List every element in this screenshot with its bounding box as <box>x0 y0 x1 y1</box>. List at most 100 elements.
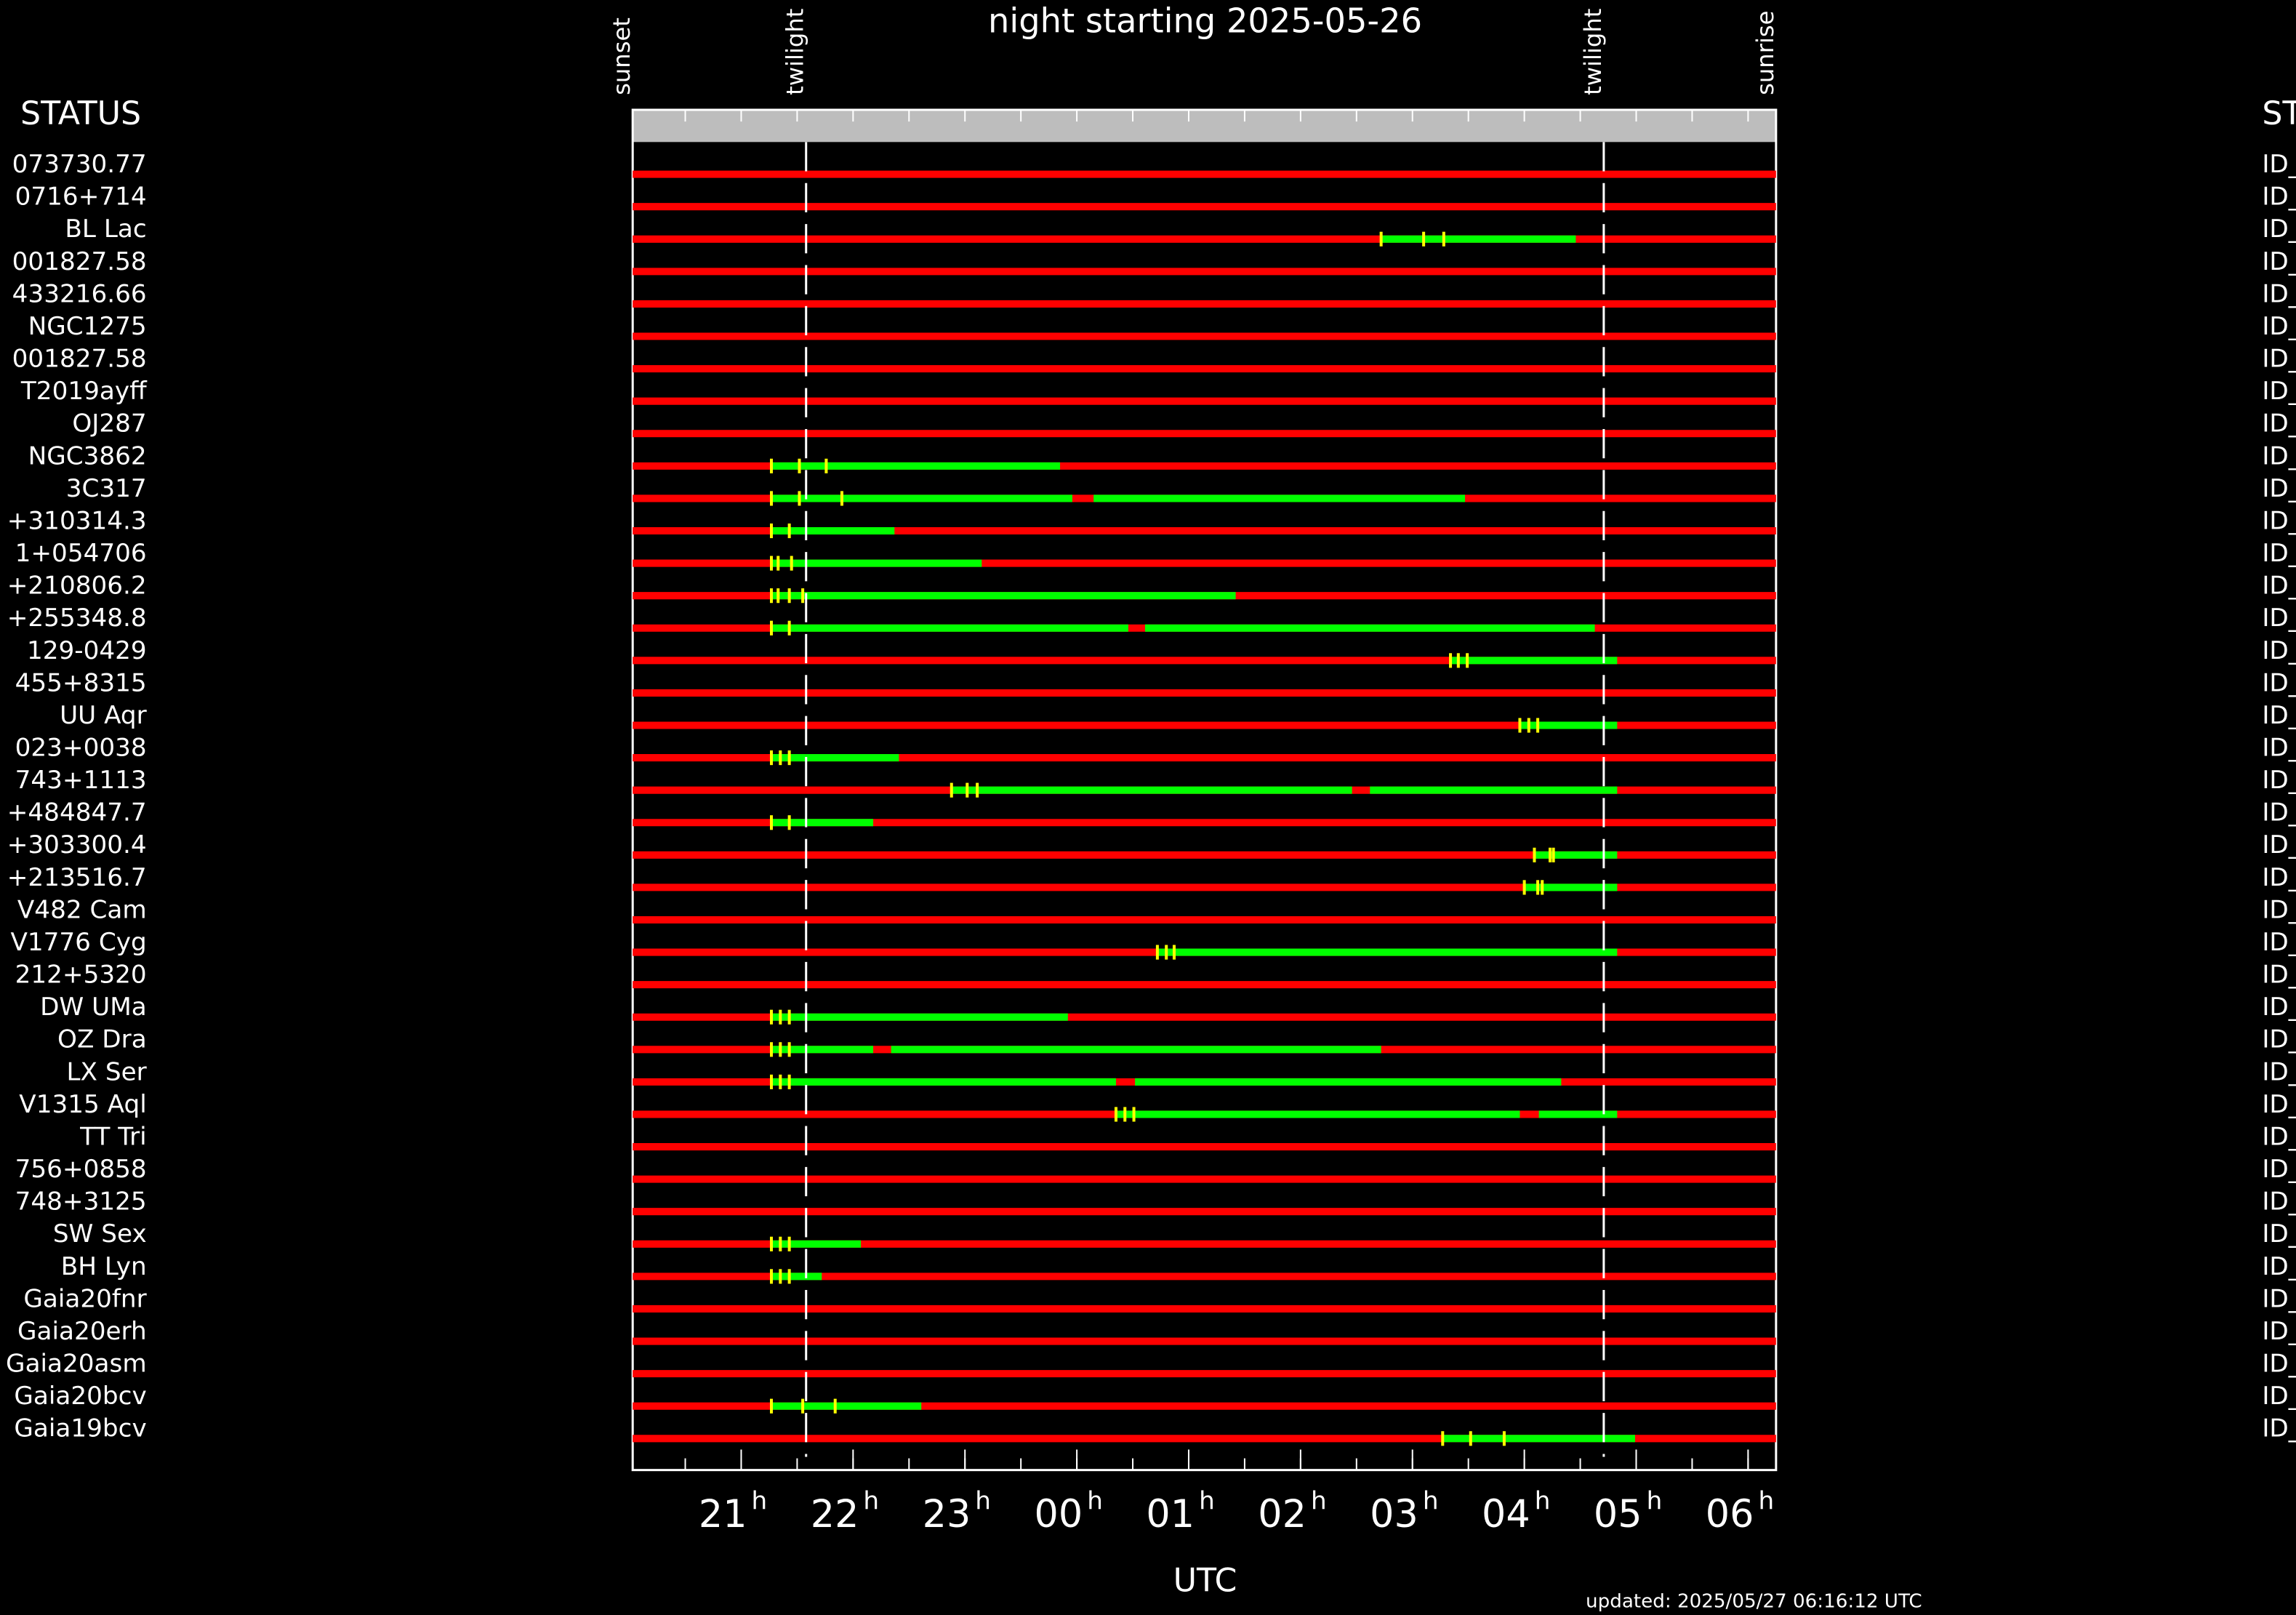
row-status: ID_ <box>2262 1025 2296 1054</box>
x-tick-label: 06 <box>1706 1492 1754 1536</box>
row-status: ID_ <box>2262 441 2296 470</box>
row-status: ID_ <box>2262 539 2296 568</box>
visibility-window <box>1144 624 1595 632</box>
row-label: +484847.7 <box>7 798 147 827</box>
row-status: ID_ <box>2262 312 2296 341</box>
row-label: V482 Cam <box>17 895 147 924</box>
row-label: LX Ser <box>66 1057 147 1086</box>
visibility-window <box>771 1013 1068 1021</box>
row-label: OJ287 <box>72 409 146 438</box>
x-tick-label: 01 <box>1146 1492 1195 1536</box>
event-label: twilight <box>1579 9 1607 95</box>
visibility-window <box>891 1046 1381 1054</box>
row-status: ID_ <box>2262 1317 2296 1346</box>
visibility-window <box>771 526 895 535</box>
visibility-window <box>1370 786 1618 794</box>
visibility-window <box>771 819 874 827</box>
visibility-window <box>771 624 1128 632</box>
row-label: +213516.7 <box>7 863 147 892</box>
row-status: ID_ <box>2262 1284 2296 1313</box>
row-status: ID_ <box>2262 506 2296 535</box>
event-label: sunrise <box>1751 11 1779 95</box>
row-label: V1315 Aql <box>19 1090 146 1119</box>
row-status: ID_ <box>2262 668 2296 697</box>
visibility-window <box>1450 657 1618 665</box>
row-label: 455+8315 <box>15 668 147 697</box>
row-label: BL Lac <box>65 215 146 244</box>
right-header: ST <box>2262 95 2296 132</box>
visibility-window <box>1135 1078 1562 1086</box>
x-tick-suffix: h <box>1423 1486 1439 1515</box>
visibility-window <box>1442 1435 1635 1443</box>
header-band <box>633 110 1776 143</box>
visibility-window <box>1538 1110 1618 1118</box>
row-status: ID_ <box>2262 377 2296 406</box>
row-label: 0716+714 <box>15 183 147 212</box>
row-label: 073730.77 <box>12 150 147 179</box>
row-status: ID_ <box>2262 279 2296 308</box>
footer: updated: 2025/05/27 06:16:12 UTC <box>1586 1590 1922 1612</box>
x-tick-suffix: h <box>863 1486 879 1515</box>
visibility-window <box>1534 851 1618 859</box>
row-label: BH Lyn <box>61 1252 147 1281</box>
row-status: ID_ <box>2262 572 2296 601</box>
x-tick-suffix: h <box>1758 1486 1774 1515</box>
row-status: ID_ <box>2262 215 2296 244</box>
x-tick-label: 21 <box>699 1492 747 1536</box>
row-status: ID_ <box>2262 701 2296 730</box>
visibility-window <box>771 1273 822 1281</box>
row-status: ID_ <box>2262 1090 2296 1119</box>
visibility-window <box>1524 883 1618 891</box>
row-label: 1+054706 <box>15 539 147 568</box>
row-status: ID_ <box>2262 830 2296 859</box>
row-status: ID_ <box>2262 150 2296 179</box>
row-label: Gaia19bcv <box>14 1414 146 1443</box>
row-label: 433216.66 <box>12 279 147 308</box>
chart-title: night starting 2025-05-26 <box>988 1 1422 41</box>
row-label: 748+3125 <box>15 1187 147 1217</box>
row-label: +255348.8 <box>7 604 147 633</box>
row-status: ID_ <box>2262 798 2296 827</box>
row-status: ID_ <box>2262 345 2296 374</box>
row-status: ID_ <box>2262 636 2296 665</box>
row-status: ID_ <box>2262 928 2296 957</box>
visibility-window <box>1520 721 1618 729</box>
row-status: ID_ <box>2262 1187 2296 1217</box>
row-status: ID_ <box>2262 993 2296 1022</box>
event-label: twilight <box>782 9 809 95</box>
x-tick-suffix: h <box>1087 1486 1103 1515</box>
visibility-window <box>771 1402 922 1410</box>
row-status: ID_ <box>2262 863 2296 892</box>
row-label: 023+0038 <box>15 733 147 762</box>
row-label: 756+0858 <box>15 1155 147 1184</box>
row-label: DW UMa <box>40 993 147 1022</box>
x-tick-suffix: h <box>975 1486 991 1515</box>
row-label: +210806.2 <box>7 572 147 601</box>
row-label: NGC3862 <box>28 441 147 470</box>
row-label: UU Aqr <box>60 701 147 730</box>
x-tick-label: 02 <box>1258 1492 1306 1536</box>
row-label: +303300.4 <box>7 830 147 859</box>
visibility-window <box>771 1240 862 1248</box>
x-tick-label: 05 <box>1594 1492 1642 1536</box>
visibility-window <box>1381 235 1576 243</box>
row-status: ID_ <box>2262 1350 2296 1379</box>
visibility-window <box>1093 494 1466 502</box>
row-label: T2019ayff <box>20 377 148 406</box>
row-label: V1776 Cyg <box>10 928 146 957</box>
visibility-window <box>771 494 1072 502</box>
row-label: Gaia20asm <box>6 1350 147 1379</box>
row-status: ID_ <box>2262 409 2296 438</box>
x-tick-suffix: h <box>1199 1486 1215 1515</box>
row-status: ID_ <box>2262 1122 2296 1151</box>
row-label: OZ Dra <box>57 1025 147 1054</box>
row-status: ID_ <box>2262 895 2296 924</box>
visibility-window <box>1115 1110 1520 1118</box>
row-status: ID_ <box>2262 1382 2296 1411</box>
x-tick-label: 23 <box>923 1492 971 1536</box>
row-label: 212+5320 <box>15 961 147 990</box>
x-tick-suffix: h <box>1535 1486 1551 1515</box>
visibility-window <box>951 786 1352 794</box>
